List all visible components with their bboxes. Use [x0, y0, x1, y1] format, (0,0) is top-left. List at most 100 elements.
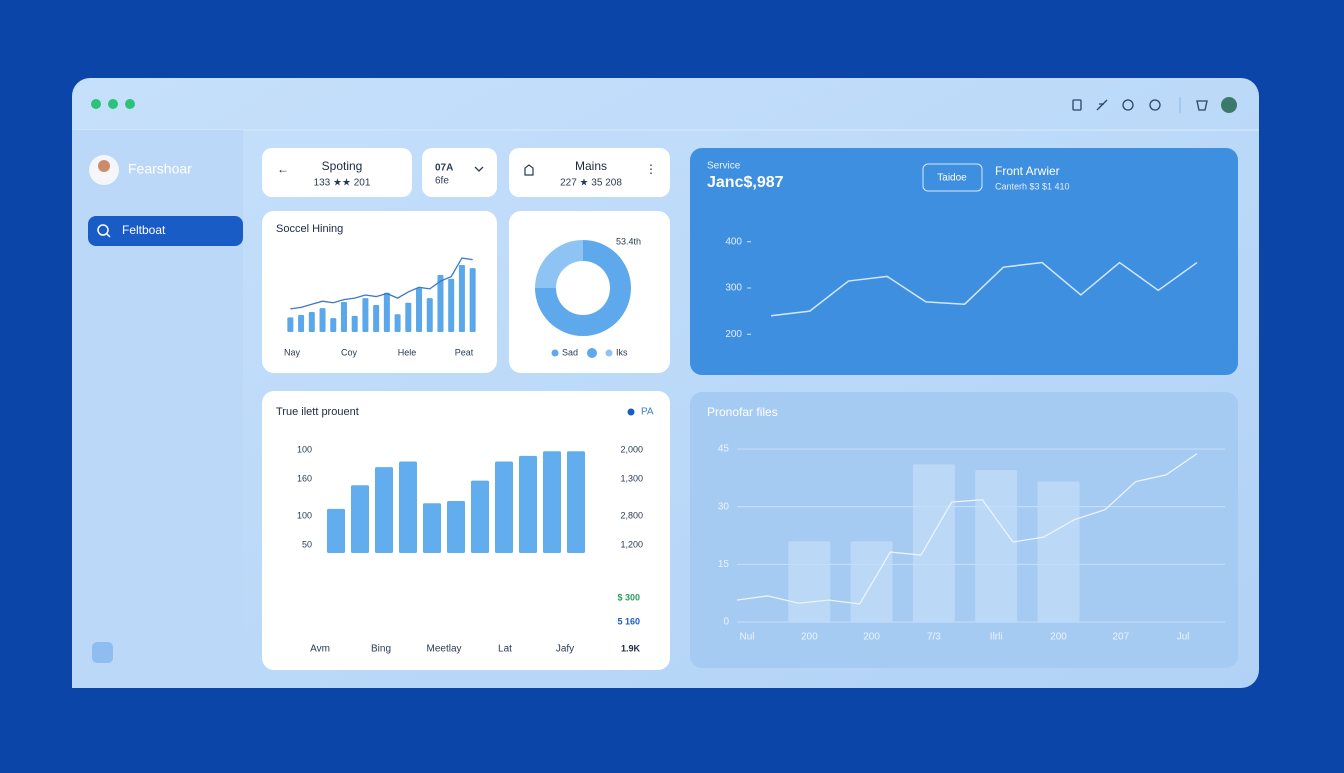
y-tick-label: 300: [725, 283, 742, 294]
x-tick-label: Meetlay: [426, 644, 461, 655]
icon[interactable]: [1072, 99, 1082, 111]
y2-axis-label: 2,800: [620, 510, 643, 520]
menu-icon[interactable]: ⋮: [645, 162, 657, 176]
x-tick-label: Coy: [341, 347, 358, 357]
button-label: Taidoe: [937, 173, 967, 184]
legend-dot: [627, 408, 635, 416]
card-subtitle: 133 ★★ 201: [314, 178, 371, 189]
chart-title: True ilett prouent: [276, 406, 359, 418]
nav-item-active[interactable]: [88, 216, 243, 246]
bar: [437, 275, 444, 332]
home-icon: [524, 164, 534, 176]
profile-face: [98, 160, 110, 172]
legend-dot: [551, 349, 559, 357]
legend-dot: [587, 348, 597, 358]
y-tick-label: 30: [718, 501, 730, 512]
line-panel: [690, 148, 1238, 375]
y2-axis-label: 1,300: [620, 473, 643, 483]
window-dot[interactable]: [108, 99, 118, 109]
x-tick-label: Peat: [455, 347, 474, 357]
bar: [319, 308, 326, 332]
x-tick-label: 207: [1112, 632, 1129, 643]
bar: [426, 298, 433, 332]
y-axis-label: 100: [297, 510, 312, 520]
icon[interactable]: [1096, 99, 1108, 111]
bar: [850, 541, 893, 622]
search-icon: [97, 224, 109, 236]
chevron: [474, 166, 484, 172]
bar: [458, 265, 465, 332]
y2-axis-label: 2,000: [620, 444, 643, 454]
bar: [447, 501, 465, 553]
panel-heading: Front Arwier: [995, 164, 1060, 178]
stat-card[interactable]: [422, 148, 497, 197]
y-tick-label: 400: [725, 236, 742, 247]
y-tick-label: 15: [718, 559, 730, 570]
y-axis-label: 160: [297, 473, 312, 483]
chart-title: Pronofar files: [707, 405, 778, 419]
bar: [394, 314, 401, 332]
chart-card: [262, 391, 670, 670]
stat-card[interactable]: [262, 148, 412, 197]
bar: [327, 508, 345, 553]
chart-card: [262, 211, 497, 373]
window-dot[interactable]: [91, 99, 101, 109]
side-stat: 5 160: [617, 616, 640, 626]
chart-card: [509, 211, 670, 373]
stat-card[interactable]: [509, 148, 670, 197]
bar: [423, 503, 441, 553]
bar: [567, 451, 585, 553]
x-tick-label: Avm: [310, 644, 330, 655]
bar: [788, 541, 831, 622]
bar: [308, 311, 315, 332]
panel-value: Janc$,987: [707, 174, 784, 191]
card-title: Mains: [575, 159, 607, 173]
icon[interactable]: [1196, 100, 1208, 111]
x-tick-label: Ilrli: [990, 632, 1003, 643]
legend-label: PA: [641, 407, 654, 418]
panel-button[interactable]: [922, 163, 983, 192]
card-subtitle: 227 ★ 35 208: [560, 178, 622, 189]
window-dot[interactable]: [125, 99, 135, 109]
legend-label: Iks: [616, 347, 628, 357]
back-arrow: ←: [277, 162, 289, 176]
bar: [519, 455, 537, 553]
x-tick-label: Bing: [371, 644, 391, 655]
donut-segment: [535, 240, 583, 288]
legend-dot: [605, 349, 613, 357]
bar-line-panel: [690, 392, 1238, 668]
bar: [471, 480, 489, 553]
y-axis-label: 50: [302, 539, 312, 549]
bar: [287, 317, 294, 332]
x-tick-label: 200: [863, 632, 880, 643]
icon[interactable]: [1149, 99, 1161, 111]
sidebar-bottom-icon[interactable]: [92, 642, 113, 663]
search-icon: [106, 233, 111, 238]
app-name: Fearshoar: [128, 161, 192, 177]
trend-line: [290, 257, 473, 310]
card-title: 07A: [435, 163, 453, 174]
icon[interactable]: [1122, 99, 1134, 111]
bar: [912, 464, 955, 622]
bar: [373, 305, 380, 332]
bar: [405, 302, 412, 332]
bar: [975, 470, 1018, 622]
card-title: Spoting: [322, 159, 363, 173]
bar: [362, 298, 369, 332]
chart-title: Soccel Hining: [276, 223, 343, 235]
sidebar: [72, 130, 243, 688]
x-tick-label: 200: [801, 632, 818, 643]
bar: [298, 315, 305, 332]
user-avatar[interactable]: [1221, 97, 1237, 113]
nav-label: Feltboat: [122, 223, 166, 237]
bar: [340, 301, 347, 332]
x-tick-label: Nay: [284, 347, 301, 357]
x-tick-label: Jul: [1177, 632, 1190, 643]
card-subtitle: 6fe: [435, 176, 449, 187]
y-tick-label: 200: [725, 329, 742, 340]
side-stat: 1.9K: [621, 643, 641, 653]
y-tick-label: 0: [723, 617, 729, 628]
toolbar-icons: [1072, 97, 1208, 113]
